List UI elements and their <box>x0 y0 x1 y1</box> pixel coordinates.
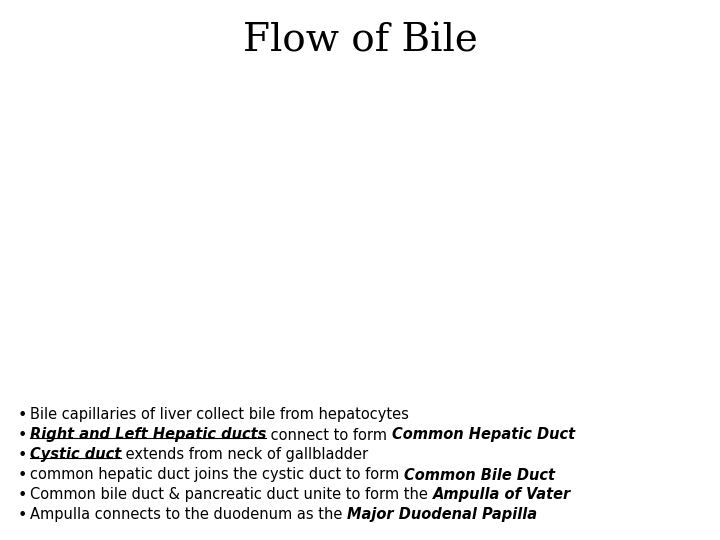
Text: Right and Left Hepatic ducts: Right and Left Hepatic ducts <box>30 428 266 442</box>
Text: Common Hepatic Duct: Common Hepatic Duct <box>392 428 575 442</box>
Text: •: • <box>18 468 27 483</box>
Text: Major Duodenal Papilla: Major Duodenal Papilla <box>347 508 537 523</box>
Text: Ampulla of Vater: Ampulla of Vater <box>433 488 571 503</box>
Text: common hepatic duct joins the cystic duct to form: common hepatic duct joins the cystic duc… <box>30 468 404 483</box>
Text: •: • <box>18 428 27 442</box>
Text: •: • <box>18 448 27 462</box>
Text: Ampulla connects to the duodenum as the: Ampulla connects to the duodenum as the <box>30 508 347 523</box>
Text: Cystic duct: Cystic duct <box>30 448 121 462</box>
Text: Common Bile Duct: Common Bile Duct <box>404 468 555 483</box>
Text: extends from neck of gallbladder: extends from neck of gallbladder <box>121 448 369 462</box>
Text: Bile capillaries of liver collect bile from hepatocytes: Bile capillaries of liver collect bile f… <box>30 408 409 422</box>
Text: Common bile duct & pancreatic duct unite to form the: Common bile duct & pancreatic duct unite… <box>30 488 433 503</box>
Text: •: • <box>18 408 27 422</box>
Text: Flow of Bile: Flow of Bile <box>243 22 477 59</box>
Text: connect to form: connect to form <box>266 428 392 442</box>
Text: •: • <box>18 508 27 523</box>
Text: •: • <box>18 488 27 503</box>
